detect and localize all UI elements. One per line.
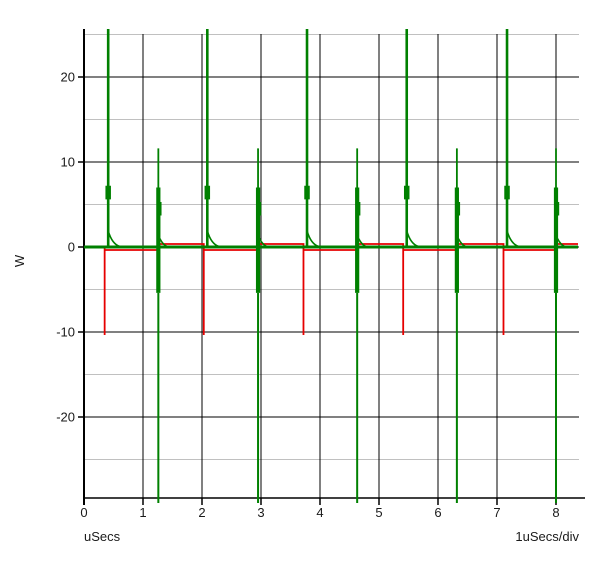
y-tick-label: -10	[56, 325, 75, 340]
y-tick-label: 0	[68, 240, 75, 255]
y-tick-label: 20	[61, 70, 75, 85]
x-tick-label: 7	[493, 505, 500, 520]
x-tick-label: 4	[316, 505, 323, 520]
y-axis-label: W	[12, 254, 27, 268]
x-tick-label: 8	[552, 505, 559, 520]
x-tick-label: 6	[434, 505, 441, 520]
x-tick-label: 0	[80, 505, 87, 520]
green-trace-medium-spike-nubs	[159, 201, 560, 216]
green-trace-medium-spike-bodies	[156, 187, 559, 293]
y-tick-label: -20	[56, 410, 75, 425]
x-scale-per-div-label: 1uSecs/div	[515, 529, 579, 544]
x-axis-unit-label: uSecs	[84, 529, 121, 544]
green-trace-tall-spike-shoulders	[105, 185, 510, 200]
green-trace-medium-spike-tails	[159, 238, 567, 248]
green-trace-tall-spikes	[106, 29, 509, 247]
green-trace-medium-spike-down-lines	[157, 292, 557, 503]
x-tick-label: 1	[139, 505, 146, 520]
y-tick-label: 10	[61, 155, 75, 170]
x-tick-label: 3	[257, 505, 264, 520]
x-tick-label: 2	[198, 505, 205, 520]
green-trace-tall-spike-tails	[107, 230, 520, 248]
x-tick-label: 5	[375, 505, 382, 520]
green-trace-medium-spike-tops	[157, 148, 557, 188]
